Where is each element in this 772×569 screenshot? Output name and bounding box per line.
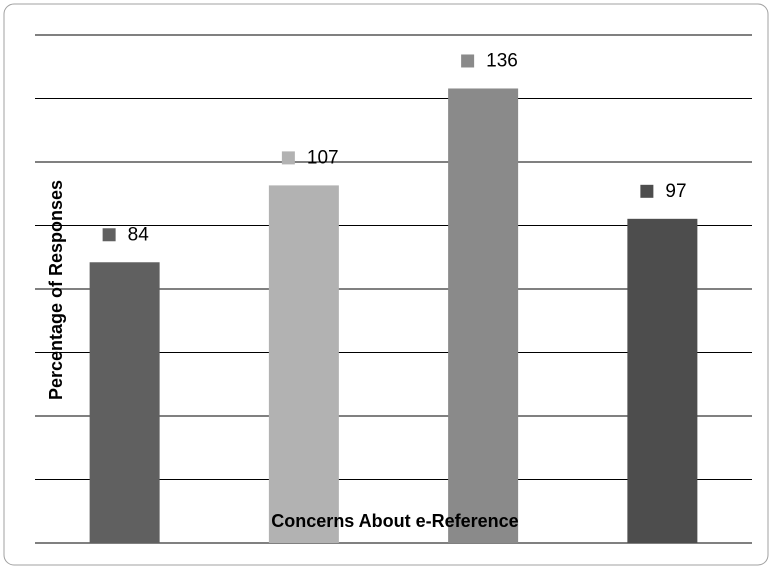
data-label: 136 (486, 50, 518, 71)
label-marker (461, 54, 475, 68)
bar (268, 185, 339, 544)
bar (89, 262, 160, 543)
chart-frame (3, 3, 769, 566)
label-marker (281, 151, 295, 165)
y-axis-title: Percentage of Responses (46, 180, 66, 400)
data-label: 84 (128, 224, 150, 245)
data-label: 107 (307, 147, 339, 168)
bar (627, 218, 698, 543)
label-marker (640, 184, 654, 198)
bars: 84 107 136 97 (89, 50, 698, 544)
label-marker (102, 228, 116, 242)
data-label: 97 (665, 181, 686, 202)
bar (448, 88, 519, 543)
x-axis-title: Concerns About e-Reference (271, 511, 518, 531)
